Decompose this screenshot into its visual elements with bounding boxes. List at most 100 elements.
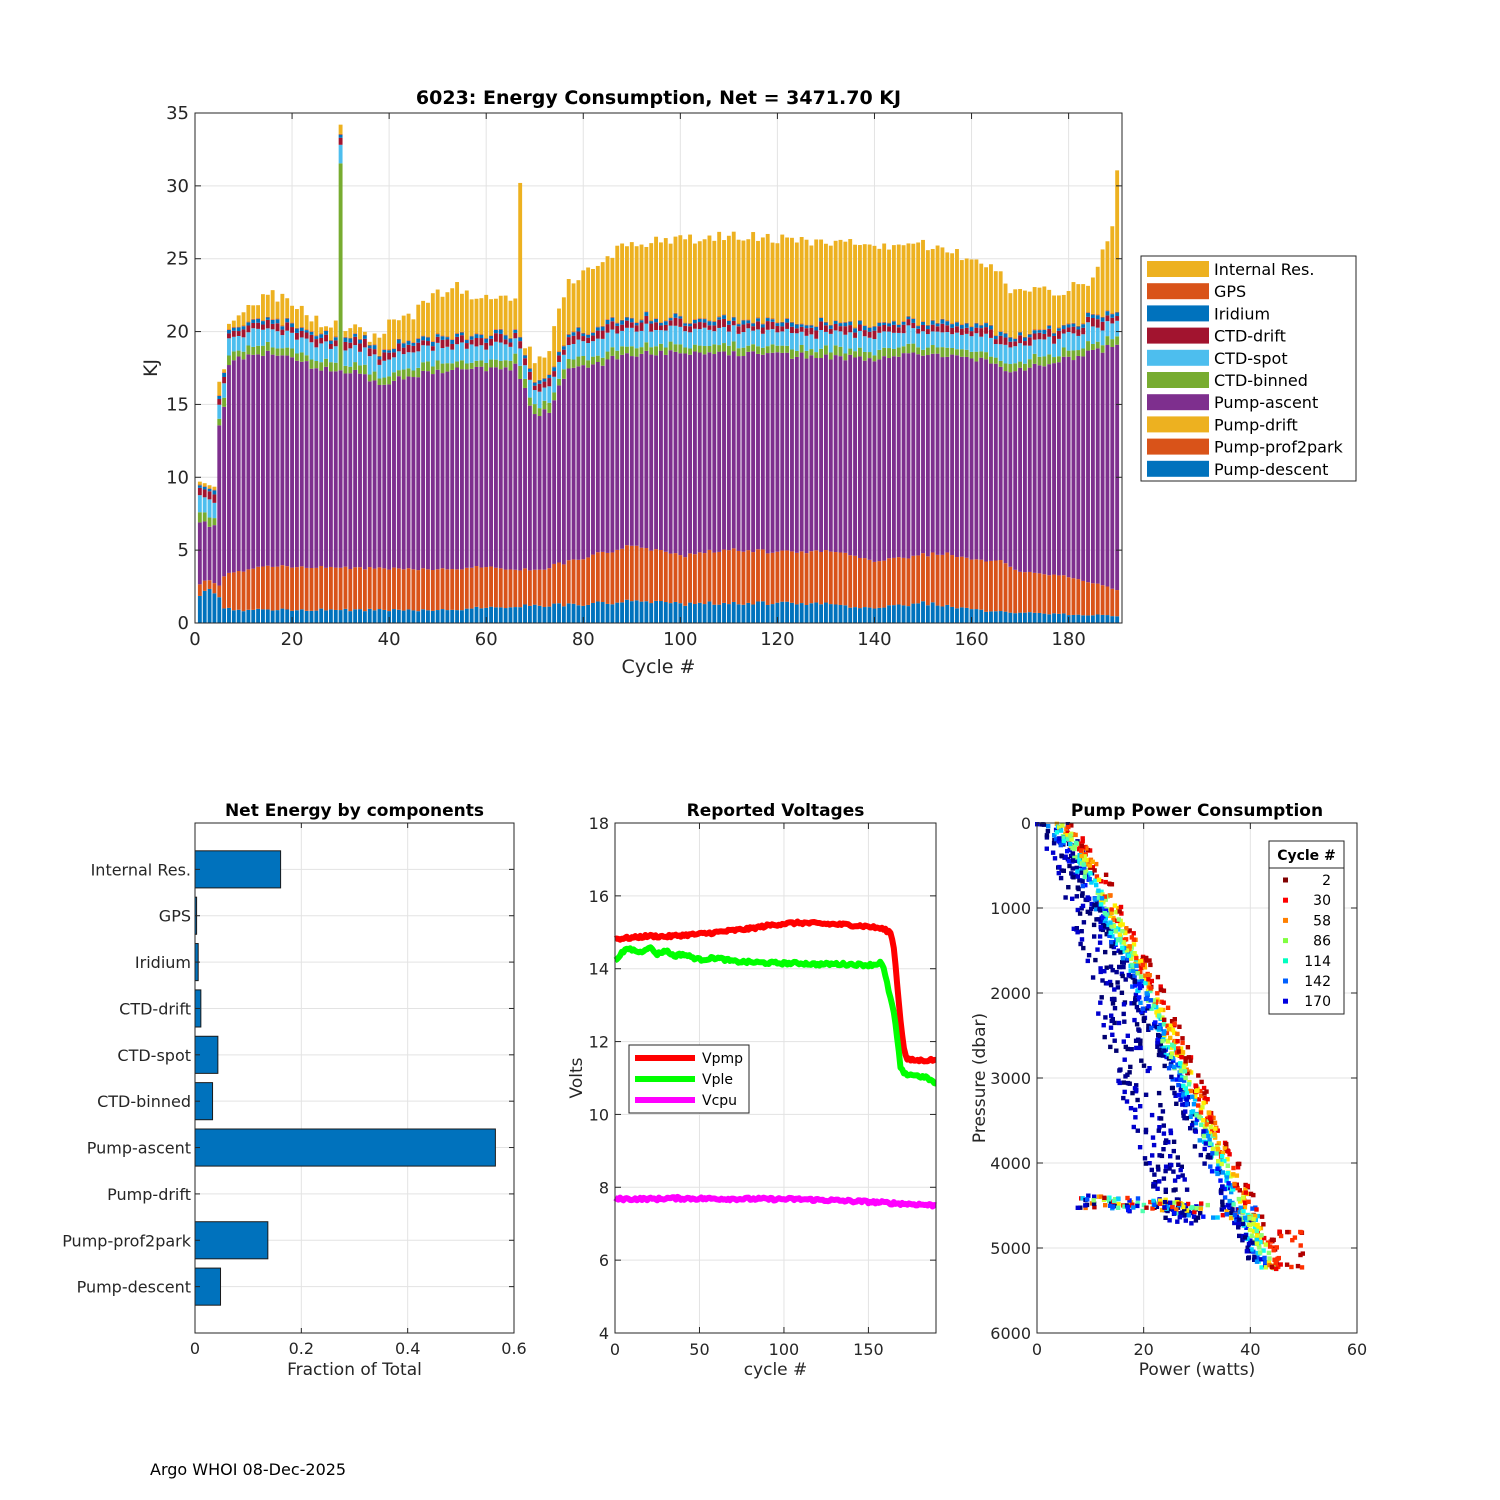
energy-bar-gps (527, 367, 532, 369)
energy-bar-ctd-drift (955, 326, 959, 333)
energy-bar-gps (275, 318, 280, 320)
energy-bar-internal-res- (824, 243, 828, 322)
pump-point (1163, 1197, 1168, 1202)
energy-bar-gps (426, 336, 430, 338)
energy-bar-internal-res- (523, 348, 527, 355)
energy-bar-pump-ascent (974, 361, 979, 560)
energy-bar-gps (1110, 313, 1115, 315)
energy-bar-iridium (678, 316, 683, 319)
energy-bar-ctd-drift (246, 325, 251, 333)
energy-bar-iridium (1013, 338, 1018, 342)
pump-point (1157, 1179, 1162, 1184)
energy-bar-ctd-spot (678, 326, 683, 345)
energy-bar-pump-ascent (343, 373, 348, 567)
energy-bar-ctd-spot (251, 328, 256, 347)
pump-point (1207, 1141, 1213, 1146)
energy-bar-iridium (309, 331, 314, 335)
pump-point (1188, 1126, 1193, 1131)
pump-point (1046, 824, 1051, 829)
energy-bar-ctd-binned (955, 349, 959, 356)
energy-bar-iridium (848, 321, 853, 326)
energy-bar-ctd-drift (925, 329, 930, 335)
energy-bar-ctd-binned (615, 350, 620, 360)
pump-point (1060, 823, 1065, 828)
energy-bar-pump-ascent (678, 353, 683, 556)
pump-point (1079, 853, 1084, 859)
pump-point (1208, 1124, 1213, 1130)
pump-point (1206, 1133, 1211, 1139)
energy-bar-ctd-binned (663, 347, 668, 355)
pump-point (1218, 1189, 1224, 1194)
pump-point (1222, 1145, 1228, 1150)
energy-bar-ctd-drift (493, 333, 498, 342)
energy-bar-gps (746, 319, 751, 321)
pump-point (1231, 1202, 1236, 1207)
energy-bar-iridium (537, 380, 542, 384)
energy-bar-ctd-binned (833, 345, 838, 356)
energy-bar-internal-res- (600, 262, 605, 326)
energy-bar-ctd-drift (1090, 317, 1095, 327)
energy-bar-ctd-drift (591, 335, 595, 342)
energy-bar-ctd-drift (503, 339, 508, 345)
pump-point (1247, 1227, 1253, 1233)
energy-bar-pump-ascent (382, 384, 387, 569)
voltage-xtick-label: 0 (610, 1340, 620, 1359)
pump-point (1148, 1199, 1153, 1205)
energy-bar-ctd-spot (794, 333, 799, 351)
energy-bar-pump-ascent (736, 356, 741, 551)
pump-point (1112, 950, 1117, 956)
energy-bar-ctd-binned (231, 351, 236, 361)
energy-bar-gps (906, 315, 911, 317)
energy-bar-internal-res- (367, 341, 372, 345)
pump-point (1178, 1046, 1184, 1051)
energy-bar-iridium (411, 342, 416, 346)
energy-bar-ctd-spot (197, 495, 202, 513)
energy-bar-pump-descent (1086, 615, 1090, 623)
energy-bar-pump-descent (1071, 614, 1076, 623)
energy-bar-ctd-binned (503, 360, 508, 368)
energy-bar-pump-prof2park (430, 570, 435, 611)
energy-bar-ctd-spot (901, 333, 906, 347)
energy-bar-ctd-drift (605, 324, 610, 333)
pump-point (1115, 937, 1121, 943)
energy-bar-ctd-spot (1100, 330, 1105, 346)
energy-bar-pump-ascent (891, 356, 896, 558)
energy-bar-pump-descent (804, 605, 809, 623)
energy-bar-pump-prof2park (610, 552, 615, 605)
pump-point (1135, 971, 1140, 976)
energy-bar-internal-res- (571, 283, 576, 332)
energy-bar-iridium (571, 332, 576, 336)
pump-point (1169, 1045, 1174, 1050)
energy-bar-internal-res- (857, 245, 862, 320)
energy-bar-ctd-spot (654, 330, 659, 347)
energy-bar-internal-res- (396, 320, 401, 339)
energy-bar-iridium (270, 319, 275, 324)
energy-bar-pump-descent (547, 606, 552, 623)
pump-point (1130, 952, 1135, 957)
energy-bar-ctd-spot (367, 356, 372, 375)
pump-point (1098, 1000, 1103, 1005)
energy-bar-internal-res- (251, 305, 256, 319)
energy-bar-pump-prof2park (474, 566, 479, 607)
pump-point (1271, 1248, 1276, 1253)
pump-point (1241, 1209, 1246, 1214)
pump-point (1098, 1194, 1104, 1199)
pump-point (1068, 833, 1073, 838)
energy-bar-ctd-spot (532, 390, 537, 405)
energy-bar-ctd-spot (867, 337, 872, 353)
energy-bar-ctd-binned (1090, 343, 1095, 350)
energy-bar-ctd-drift (469, 339, 474, 345)
energy-bar-pump-descent (736, 604, 741, 623)
energy-bar-pump-prof2park (678, 555, 683, 604)
energy-bar-ctd-binned (707, 346, 712, 353)
pump-point (1133, 1115, 1138, 1120)
energy-bar-ctd-binned (227, 355, 231, 366)
energy-bar-ctd-spot (925, 334, 930, 348)
pump-point (1118, 950, 1123, 955)
pump-point (1197, 1114, 1202, 1119)
pump-point (1089, 906, 1094, 912)
energy-bar-internal-res- (974, 259, 979, 323)
pump-point (1149, 1167, 1154, 1173)
energy-bar-pump-ascent (328, 371, 333, 567)
pump-point (1168, 1054, 1174, 1059)
